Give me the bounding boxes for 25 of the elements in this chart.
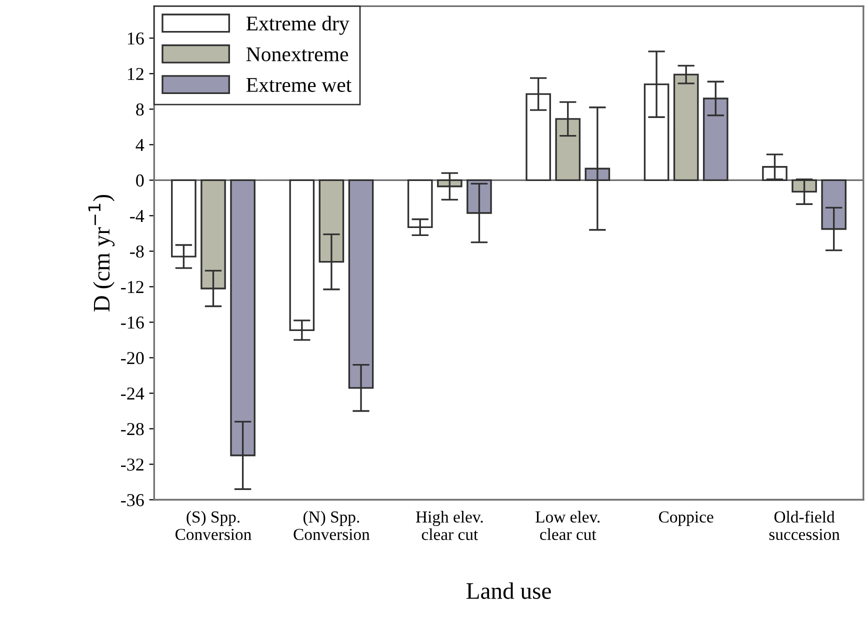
x-tick-label: (N) Spp. Conversion <box>294 510 370 540</box>
x-tick-label: Coppice <box>659 511 714 526</box>
y-tick-label: -12 <box>121 281 144 293</box>
y-tick-label: 4 <box>136 139 144 151</box>
legend-label: Nonextreme <box>246 47 348 62</box>
legend-label: Extreme wet <box>246 78 352 92</box>
y-tick-label: -16 <box>121 316 144 329</box>
x-tick-label: Old-field succession <box>769 510 840 540</box>
y-tick-label: 8 <box>136 103 144 116</box>
y-tick-label: -36 <box>121 494 144 506</box>
x-tick-label: (S) Spp. Conversion <box>176 510 252 540</box>
y-tick-label: 12 <box>128 68 144 80</box>
x-tick-label: High elev. clear cut <box>416 510 483 540</box>
y-tick-label: 16 <box>128 32 144 45</box>
y-tick-label: -24 <box>121 388 144 400</box>
x-tick-label: Low elev. clear cut <box>536 510 600 540</box>
legend-label: Extreme dry <box>246 16 350 35</box>
y-tick-label: 0 <box>136 174 144 187</box>
y-tick-label: -4 <box>130 210 144 222</box>
y-tick-label: -32 <box>121 458 144 471</box>
y-tick-label: -8 <box>130 245 144 258</box>
y-tick-label: -28 <box>121 423 144 436</box>
y-axis-title: D (cm yr$^{−1}$) <box>88 194 115 312</box>
x-axis-title: Land use <box>466 582 551 599</box>
y-tick-label: -20 <box>121 352 144 364</box>
